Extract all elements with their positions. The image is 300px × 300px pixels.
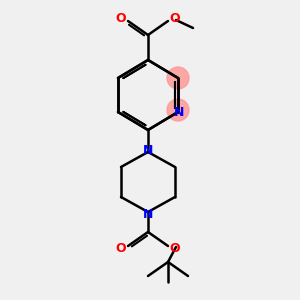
Text: O: O xyxy=(116,13,126,26)
Text: N: N xyxy=(143,143,153,157)
Circle shape xyxy=(167,99,189,121)
Text: N: N xyxy=(143,208,153,220)
Circle shape xyxy=(167,67,189,89)
Text: O: O xyxy=(116,242,126,254)
Text: O: O xyxy=(170,242,180,254)
Text: O: O xyxy=(170,13,180,26)
Text: N: N xyxy=(174,106,184,118)
